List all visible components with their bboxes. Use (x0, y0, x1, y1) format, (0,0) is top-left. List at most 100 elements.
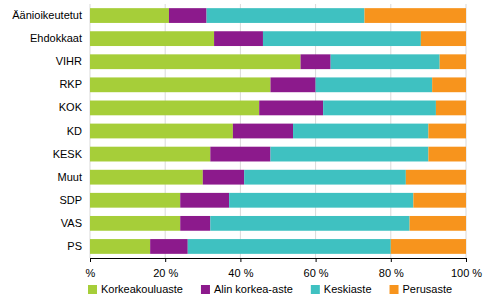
series (364, 8, 466, 254)
tick-mark (165, 258, 166, 262)
category-tick: Ehdokkaat (30, 32, 90, 44)
bar-segment (316, 77, 433, 92)
tick-label: 40 % (228, 267, 253, 279)
bar-segment (90, 8, 169, 23)
bar-segment (90, 216, 180, 231)
legend-item: Alin korkea-aste (201, 283, 293, 295)
bar-segment (203, 170, 244, 185)
axis-line (91, 258, 467, 259)
bar-segment (90, 239, 150, 254)
bar-segment (214, 31, 263, 46)
bar-segment (90, 54, 301, 69)
bar-segment (90, 124, 233, 139)
tick-mark (90, 258, 91, 262)
bar-segment (428, 147, 466, 162)
legend-swatch (311, 285, 320, 294)
tick-label: 80 % (379, 267, 404, 279)
bar-segment (364, 8, 466, 23)
bar-segment (150, 239, 188, 254)
bars (90, 8, 466, 254)
category-tick: KOK (59, 101, 90, 113)
chart: % 20 % 40 % 60 % 80 % 100 % Äänioikeutetut Ehdo… (0, 0, 491, 302)
tick-mark (316, 258, 317, 262)
category-tick: Muut (58, 171, 90, 183)
bar-segment (180, 193, 229, 208)
category-tick: Äänioikeutetut (12, 9, 90, 21)
category-tick: VAS (61, 217, 90, 229)
tick: 20 % (153, 258, 178, 279)
plot: % 20 % 40 % 60 % 80 % 100 % Äänioikeutetut Ehdo… (12, 4, 482, 279)
tick-label: 60 % (304, 267, 329, 279)
category-label: Ehdokkaat (30, 32, 82, 44)
bar-segment (270, 147, 428, 162)
bar-segment (90, 170, 203, 185)
tick-mark (466, 258, 467, 262)
grid (90, 4, 466, 258)
bar-segment (323, 101, 436, 116)
bar-segment (229, 193, 413, 208)
category-label: RKP (59, 78, 82, 90)
bar-segment (169, 8, 207, 23)
tick-label: 20 % (153, 267, 178, 279)
bar-segment (188, 239, 391, 254)
tick-label: % (86, 267, 96, 279)
legend-swatch (201, 285, 210, 294)
bar-segment (259, 101, 323, 116)
bar-segment (440, 54, 466, 69)
y-axis: Äänioikeutetut Ehdokkaat VIHR RKP KOK KD KESK M… (12, 9, 90, 252)
category-tick: KESK (53, 148, 90, 160)
bar-segment (244, 170, 406, 185)
bar-segment (428, 124, 466, 139)
bar-segment (421, 31, 466, 46)
bar-segment (413, 193, 466, 208)
tick: 40 % (228, 258, 253, 279)
category-label: VIHR (56, 55, 82, 67)
bar-segment (210, 216, 409, 231)
bar-segment (406, 170, 466, 185)
category-label: Muut (58, 171, 82, 183)
category-label: VAS (61, 217, 82, 229)
legend-swatch (88, 285, 97, 294)
legend-item: Korkeakouluaste (88, 283, 183, 295)
category-tick: KD (67, 125, 90, 137)
bar-segment (432, 77, 466, 92)
category-label: SDP (59, 194, 82, 206)
tick: 80 % (379, 258, 404, 279)
category-label: KESK (53, 148, 83, 160)
bar-segment (90, 193, 180, 208)
bar-segment (293, 124, 428, 139)
category-label: KD (67, 125, 82, 137)
legend-label: Keskiaste (324, 283, 372, 295)
legend-item: Keskiaste (311, 283, 372, 295)
category-tick: VIHR (56, 55, 90, 67)
bar-segment (90, 77, 270, 92)
category-label: PS (67, 240, 82, 252)
series (188, 8, 440, 254)
bar-segment (90, 101, 259, 116)
bar-segment (436, 101, 466, 116)
legend: Korkeakouluaste Alin korkea-aste Keskiaste… (88, 283, 452, 295)
bar-segment (90, 31, 214, 46)
tick: % (86, 258, 96, 279)
bar-segment (207, 8, 365, 23)
bar-segment (301, 54, 331, 69)
bar-segment (391, 239, 466, 254)
legend-item: Perusaste (390, 283, 453, 295)
category-tick: PS (67, 240, 90, 252)
tick-mark (391, 258, 392, 262)
x-axis: % 20 % 40 % 60 % 80 % 100 % (86, 258, 483, 279)
legend-label: Alin korkea-aste (214, 283, 293, 295)
tick: 100 % (451, 258, 482, 279)
legend-swatch (390, 285, 399, 294)
category-label: Äänioikeutetut (12, 9, 82, 21)
category-tick: RKP (59, 78, 90, 90)
tick-mark (240, 258, 241, 262)
bar-segment (331, 54, 440, 69)
tick-label: 100 % (451, 267, 482, 279)
tick: 60 % (304, 258, 329, 279)
bar-segment (263, 31, 421, 46)
category-tick: SDP (59, 194, 90, 206)
bar-segment (210, 147, 270, 162)
bar-segment (90, 147, 210, 162)
bar-segment (180, 216, 210, 231)
